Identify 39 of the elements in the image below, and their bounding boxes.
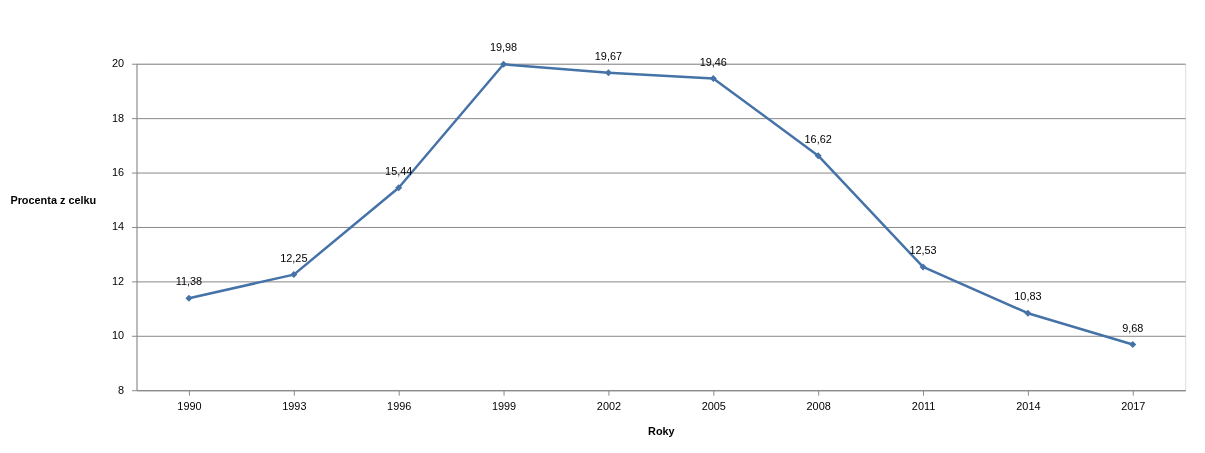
point	[814, 152, 822, 160]
x-tick-label: 2005	[701, 400, 726, 413]
y-tick-label: 16	[112, 166, 125, 179]
x-tick-label: 1996	[387, 400, 412, 413]
data-label: 11,38	[175, 275, 203, 288]
x-tick-label: 2017	[1121, 400, 1146, 413]
data-label: 9,68	[1122, 321, 1144, 334]
point	[290, 271, 298, 279]
data-label: 19,67	[594, 49, 623, 62]
data-label: 10,83	[1014, 290, 1042, 303]
point	[395, 184, 403, 192]
y-tick-label: 12	[112, 274, 125, 287]
point	[500, 60, 508, 68]
point	[185, 294, 193, 302]
data-label: 12,25	[280, 251, 308, 264]
point	[1129, 341, 1137, 348]
x-tick-label: 1993	[282, 400, 307, 413]
point	[604, 69, 612, 77]
y-tick-label: 18	[112, 111, 125, 124]
y-tick-label: 10	[112, 329, 125, 342]
data-label: 16,62	[804, 132, 832, 145]
x-tick-label: 2002	[596, 400, 622, 413]
x-tick-label: 1999	[491, 400, 517, 413]
x-tick-label: 2008	[806, 400, 831, 413]
point	[1024, 309, 1032, 317]
y-tick-label: 20	[112, 57, 125, 70]
data-label: 19,46	[699, 55, 727, 68]
point	[919, 263, 927, 271]
y-tick-label: 8	[118, 383, 125, 396]
x-tick-label: 2011	[911, 400, 936, 413]
y-axis-title: Procenta z celku	[10, 194, 97, 207]
data-label: 15,44	[385, 164, 413, 177]
point	[709, 74, 717, 82]
x-tick-label: 1990	[177, 400, 202, 413]
x-axis-title: Roky	[648, 425, 675, 438]
data-label: 19,98	[489, 41, 518, 54]
y-tick-label: 14	[112, 220, 125, 233]
x-tick-label: 2014	[1016, 400, 1041, 413]
data-label: 12,53	[909, 244, 937, 257]
